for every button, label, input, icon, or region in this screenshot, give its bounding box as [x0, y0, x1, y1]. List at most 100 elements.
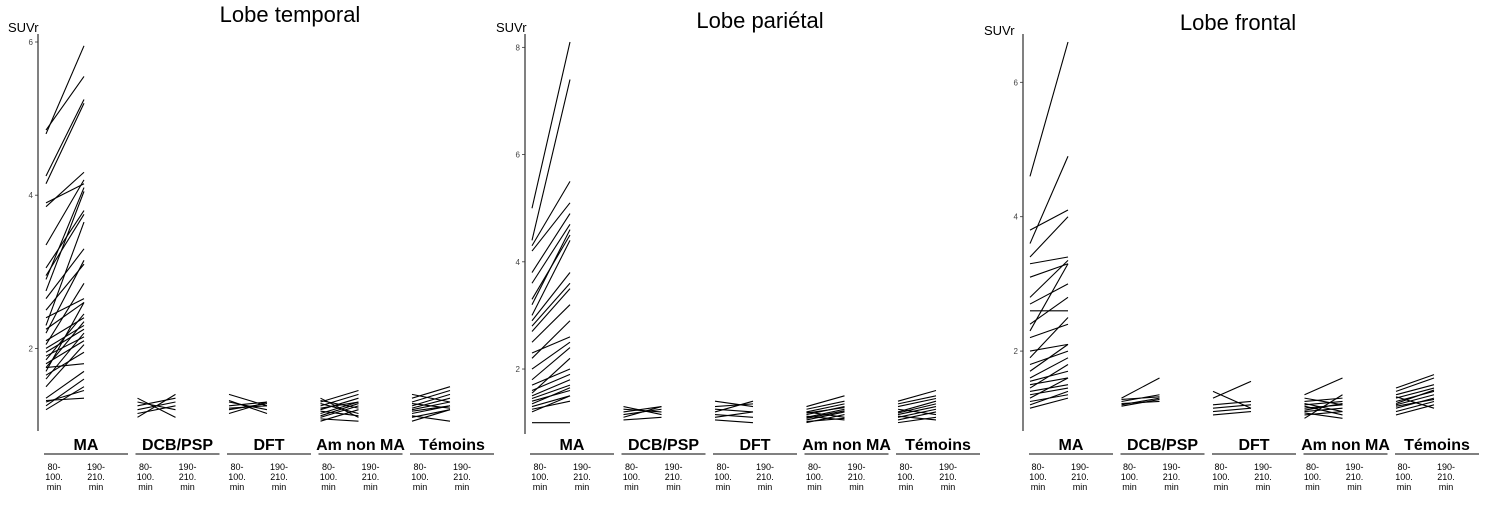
series-line	[806, 417, 845, 423]
series-line	[531, 240, 571, 316]
x-tick-label-line: 190-	[270, 462, 288, 472]
series-line	[45, 191, 85, 292]
series-line	[1212, 411, 1252, 416]
series-line	[45, 386, 85, 411]
x-tick-label-line: 210.	[665, 472, 683, 482]
group-label: DFT	[739, 437, 770, 454]
x-tick-label: 190-210. min	[1345, 462, 1363, 492]
x-tick-label-line: min	[1073, 482, 1088, 492]
group-label: DCB/PSP	[1127, 437, 1198, 454]
x-tick-label-line: 100.	[897, 472, 915, 482]
x-tick-label-line: 100.	[137, 472, 155, 482]
series-line	[320, 403, 359, 415]
group-label: MA	[74, 437, 99, 454]
series-line	[897, 408, 937, 418]
series-line	[897, 397, 937, 408]
x-tick-label-line: min	[575, 482, 590, 492]
x-tick-label-line: 190-	[1254, 462, 1272, 472]
x-tick-label: 80-100. min	[1304, 462, 1322, 492]
x-tick-label-line: 190-	[178, 462, 196, 472]
x-tick-label-line: 100.	[1212, 472, 1230, 482]
x-tick-label-line: 190-	[573, 462, 591, 472]
y-axis-label: SUVr	[984, 23, 1015, 38]
x-tick-label-line: 80-	[1306, 462, 1319, 472]
series-line	[1121, 398, 1160, 407]
series-line	[531, 387, 571, 405]
x-tick-label-line: 210.	[453, 472, 471, 482]
series-line	[1395, 389, 1435, 405]
x-tick-label-line: 210.	[1437, 472, 1455, 482]
series-line	[1395, 377, 1435, 392]
x-tick-label-line: min	[47, 482, 62, 492]
x-tick-label: 80-100. min	[623, 462, 641, 492]
x-tick-label-line: min	[1031, 482, 1046, 492]
x-tick-label-line: min	[180, 482, 195, 492]
series-line	[531, 357, 571, 394]
series-line	[137, 393, 176, 418]
series-line	[1029, 390, 1069, 406]
series-line	[531, 272, 571, 322]
panel-title: Lobe pariétal	[696, 8, 823, 33]
x-tick-label-line: min	[716, 482, 731, 492]
series-line	[1212, 380, 1252, 399]
x-tick-label-line: 190-	[361, 462, 379, 472]
series-line	[531, 223, 571, 284]
series-line	[1304, 397, 1343, 406]
x-tick-label: 80-100. min	[1395, 462, 1413, 492]
series-line	[1029, 41, 1069, 177]
series-line	[1304, 405, 1343, 416]
series-line	[1304, 412, 1343, 419]
x-tick-label-line: min	[624, 482, 639, 492]
series-line	[623, 406, 662, 413]
series-line	[897, 395, 937, 405]
series-line	[623, 416, 662, 421]
x-tick-label-line: 80-	[139, 462, 152, 472]
x-tick-label-line: min	[1305, 482, 1320, 492]
group-label: DCB/PSP	[142, 437, 213, 454]
group-label: Témoins	[419, 437, 485, 454]
series-line	[1029, 317, 1069, 359]
series-line	[531, 379, 571, 397]
series-line	[1212, 407, 1252, 413]
x-tick-label-line: min	[1439, 482, 1454, 492]
y-tick-label: 2	[516, 365, 521, 374]
x-tick-label-line: 210.	[87, 472, 105, 482]
series-line	[228, 401, 268, 407]
series-line	[714, 403, 754, 408]
x-tick-label: 80-100. min	[1029, 462, 1047, 492]
series-line	[228, 401, 268, 411]
series-line	[897, 408, 937, 416]
series-line	[806, 410, 845, 419]
series-line	[1029, 263, 1069, 332]
series-line	[714, 411, 754, 418]
series-line	[1029, 357, 1069, 379]
series-line	[137, 405, 176, 415]
series-line	[1121, 397, 1160, 406]
series-line	[1029, 156, 1069, 244]
series-line	[1212, 400, 1252, 406]
series-line	[45, 171, 85, 208]
x-tick-label: 190-210. min	[664, 462, 682, 492]
series-line	[531, 320, 571, 359]
series-line	[1121, 394, 1160, 403]
x-tick-label: 190-210. min	[1437, 462, 1455, 492]
x-tick-label-line: 100.	[1121, 472, 1139, 482]
y-tick-label: 4	[1014, 213, 1019, 222]
x-tick-label-line: 80-	[716, 462, 729, 472]
series-line	[45, 302, 85, 372]
y-axis-label: SUVr	[496, 20, 527, 35]
y-tick-label: 4	[29, 191, 34, 200]
x-tick-label-line: 190-	[664, 462, 682, 472]
series-line	[531, 41, 571, 209]
x-tick-label-line: 80-	[899, 462, 912, 472]
series-line	[531, 400, 571, 410]
x-tick-label-line: 100.	[45, 472, 63, 482]
